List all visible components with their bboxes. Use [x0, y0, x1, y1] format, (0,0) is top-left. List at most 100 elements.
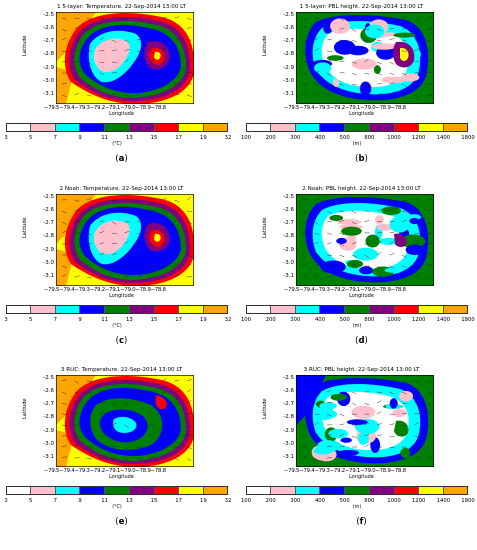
colorbar-segment [270, 486, 296, 495]
colorbar-tick-label: 5 [28, 135, 33, 141]
colorbar-tick-label: 7 [53, 135, 58, 141]
colorbar-tick-label: 200 [265, 317, 276, 323]
colorbar-tick-label: 19 [199, 317, 207, 323]
y-axis-label: Latitude [22, 398, 28, 419]
colorbar-tick-label: 11 [101, 498, 109, 504]
y-tick-label: -2.9 [43, 247, 54, 253]
colorbar-tick-label: 100 [240, 317, 252, 323]
colorbar-segment [204, 486, 229, 495]
x-tick-labels: −79.5−79.4−79.3−79.2−79.1−79.0−78.9−78.8 [44, 287, 166, 293]
colorbar-tick-label: 1200 [411, 498, 426, 504]
panel-title: 1 5-layer: PBL height. 22-Sep-2014 13:00… [299, 4, 424, 10]
colorbar-segment [246, 305, 271, 314]
panel-caption: (d) [355, 336, 368, 346]
y-tick-label: -3.0 [283, 441, 294, 447]
colorbar-segment [129, 123, 155, 132]
colorbar-tick-label: 32 [224, 317, 232, 323]
y-tick-label: -2.8 [43, 51, 54, 57]
colorbar-tick-label: 400 [314, 317, 326, 323]
temperature-map [56, 194, 194, 286]
colorbar-segment [6, 486, 31, 495]
colorbar-ticks: 3 5 7 9 11 13 15 17 19 32 [4, 498, 234, 506]
colorbar [246, 123, 469, 132]
colorbar-segment [179, 305, 205, 314]
panel-b: 1 5-layer: PBL height. 22-Sep-2014 13:00… [240, 4, 477, 187]
panel-caption: (a) [115, 154, 128, 164]
colorbar-segment [369, 305, 395, 314]
y-tick-label: -2.6 [43, 207, 54, 213]
panel-title: 3 RUC: Temperature. 22-Sep-2014 13:00 LT [60, 367, 183, 373]
colorbar-tick-label: 1400 [436, 317, 451, 323]
y-axis-label: Latitude [262, 35, 268, 56]
y-tick-label: -2.9 [43, 65, 54, 71]
y-tick-label: -2.9 [283, 428, 294, 434]
colorbar-ticks: 100 200 300 400 500 800 1000 1200 1400 1800 [240, 135, 475, 143]
colorbar-segment [55, 486, 81, 495]
colorbar-tick-label: 19 [199, 498, 207, 504]
colorbar-tick-label: 9 [78, 317, 82, 323]
colorbar-tick-label: 100 [240, 135, 252, 141]
colorbar-tick-label: 400 [314, 135, 326, 141]
x-tick-labels: −79.5−79.4−79.3−79.2−79.1−79.0−78.9−78.8 [284, 287, 406, 293]
temperature-map [56, 375, 194, 467]
colorbar-tick-label: 32 [224, 498, 232, 504]
colorbar-ticks: 100 200 300 400 500 800 1000 1200 1400 1800 [240, 317, 475, 325]
y-tick-label: -3.1 [283, 454, 294, 460]
y-axis-label: Latitude [22, 35, 28, 56]
colorbar-segment [246, 123, 271, 132]
colorbar-tick-label: 13 [125, 498, 133, 504]
colorbar-segment [129, 486, 155, 495]
colorbar-segment [320, 123, 346, 132]
colorbar-segment [154, 123, 180, 132]
pbl-height-map [296, 12, 434, 104]
y-tick-label: -2.5 [43, 375, 54, 381]
colorbar-units: (m) [352, 324, 362, 329]
panel-c: 2 Noah: Temperature. 22-Sep-2014 13:00 L… [4, 186, 239, 369]
colorbar-tick-label: 17 [175, 498, 183, 504]
y-tick-label: -2.6 [283, 388, 294, 394]
colorbar-segment [295, 123, 321, 132]
pbl-height-map [296, 194, 434, 286]
colorbar-segment [394, 123, 420, 132]
colorbar-tick-label: 9 [78, 498, 82, 504]
colorbar-tick-label: 5 [28, 317, 33, 323]
colorbar-segment [444, 486, 469, 495]
colorbar-segment [345, 123, 370, 132]
panel-title: 2 Noah: Temperature. 22-Sep-2014 13:00 L… [59, 186, 184, 192]
y-tick-label: -2.9 [283, 247, 294, 253]
colorbar-segment [204, 305, 229, 314]
x-axis-label: Longitude [349, 111, 374, 117]
colorbar-segment [204, 123, 229, 132]
y-tick-label: -2.7 [43, 401, 54, 407]
panel-e: 3 RUC: Temperature. 22-Sep-2014 13:00 LT… [4, 367, 239, 550]
colorbar-units: (°C) [112, 324, 122, 329]
colorbar-tick-label: 11 [101, 317, 109, 323]
colorbar-tick-label: 15 [150, 498, 158, 504]
y-tick-label: -2.5 [283, 12, 294, 18]
y-tick-label: -3.0 [43, 78, 54, 84]
colorbar-tick-label: 7 [53, 317, 58, 323]
colorbar-tick-label: 17 [175, 135, 183, 141]
x-axis-label: Longitude [109, 474, 134, 480]
colorbar-segment [55, 123, 81, 132]
colorbar-segment [105, 486, 130, 495]
colorbar-units: (°C) [112, 505, 122, 510]
y-tick-label: -2.8 [283, 233, 294, 239]
y-tick-label: -2.8 [283, 51, 294, 57]
colorbar-segment [419, 486, 445, 495]
y-axis-label: Latitude [22, 217, 28, 238]
y-tick-label: -2.6 [43, 25, 54, 31]
y-tick-label: -2.5 [43, 12, 54, 18]
panel-a: 1 5-layer: Temperature. 22-Sep-2014 13:0… [4, 4, 239, 187]
panel-d: 2 Noah: PBL height. 22-Sep-2014 13:00 LT… [240, 186, 477, 369]
colorbar-segment [80, 486, 106, 495]
y-tick-label: -2.5 [283, 375, 294, 381]
colorbar-segment [80, 305, 106, 314]
y-tick-label: -2.9 [43, 428, 54, 434]
y-tick-label: -3.1 [43, 91, 54, 97]
colorbar-tick-label: 1800 [461, 498, 475, 504]
panel-title: 1 5-layer: Temperature. 22-Sep-2014 13:0… [57, 4, 186, 10]
y-tick-label: -3.1 [283, 273, 294, 279]
colorbar-tick-label: 1000 [387, 498, 401, 504]
y-tick-label: -3.1 [43, 273, 54, 279]
